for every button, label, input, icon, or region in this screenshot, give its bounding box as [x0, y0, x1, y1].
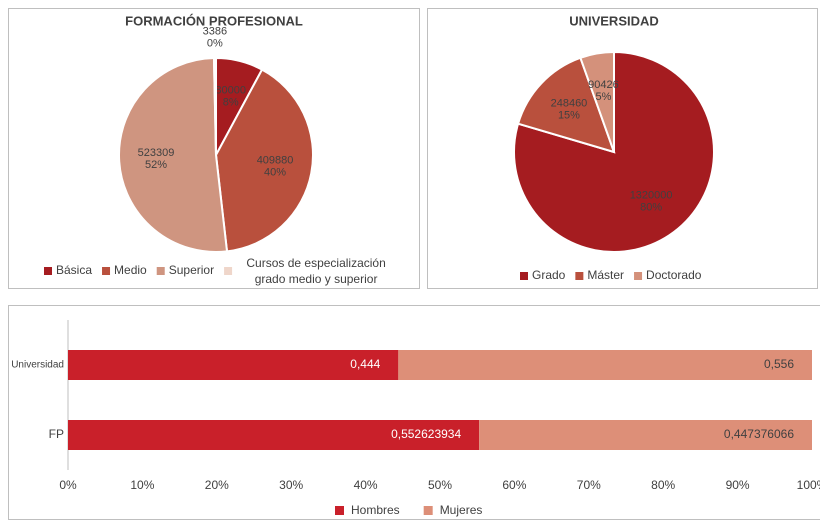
data-label: 52%: [145, 159, 167, 171]
x-tick-label: 40%: [354, 478, 378, 492]
pie-slice: [516, 56, 616, 154]
chart-title: UNIVERSIDAD: [569, 13, 659, 28]
data-label: 8%: [223, 97, 239, 109]
legend-label: Medio: [114, 263, 147, 277]
x-tick-label: 90%: [726, 478, 750, 492]
legend-swatch: [634, 272, 643, 280]
legend-label: Mujeres: [440, 503, 483, 517]
panel: [427, 8, 818, 289]
legend-swatch: [156, 267, 165, 275]
data-label: 0,552623934: [391, 427, 461, 441]
chart-title: FORMACIÓN PROFESIONAL: [125, 13, 303, 28]
legend-swatch: [520, 272, 528, 280]
bar: [68, 350, 399, 380]
data-label: 3386: [203, 25, 227, 37]
y-tick-label: FP: [49, 427, 64, 441]
legend-label: Básica: [56, 263, 92, 277]
x-tick-label: 50%: [428, 478, 452, 492]
legend-swatch: [44, 267, 52, 275]
legend-swatch: [575, 272, 584, 280]
data-label: 409880: [257, 154, 294, 166]
legend-label: Hombres: [351, 503, 400, 517]
data-label: 0,447376066: [724, 427, 794, 441]
data-label: 523309: [138, 147, 175, 159]
x-tick-label: 100%: [797, 478, 820, 492]
legend-label: Máster: [587, 268, 624, 282]
x-tick-label: 70%: [577, 478, 601, 492]
bar: [68, 420, 480, 450]
legend-swatch: [224, 267, 233, 275]
data-label: 0,444: [350, 357, 380, 371]
legend-swatch: [102, 267, 111, 275]
legend-label: Superior: [169, 263, 214, 277]
x-tick-label: 80%: [651, 478, 675, 492]
panel: [8, 8, 420, 289]
data-label: 5%: [595, 91, 611, 103]
x-tick-label: 30%: [279, 478, 303, 492]
data-label: 0%: [207, 37, 223, 49]
x-tick-label: 10%: [130, 478, 154, 492]
pie-slice: [579, 50, 615, 153]
legend-label: Cursos de especialización grado medio y …: [246, 256, 386, 286]
legend-label: Cursos de especialización grado medio y …: [246, 256, 386, 286]
legend-swatch: [335, 506, 344, 515]
data-label: 15%: [558, 109, 580, 121]
legend-swatch: [423, 506, 433, 515]
legend-label: Doctorado: [646, 268, 702, 282]
data-label: 80%: [640, 202, 662, 214]
data-label: 40%: [264, 166, 286, 178]
y-tick-label: Universidad: [11, 360, 64, 371]
data-label: 80000: [215, 85, 246, 97]
data-label: 0,556: [764, 357, 794, 371]
data-label: 248460: [551, 97, 588, 109]
x-tick-label: 20%: [205, 478, 229, 492]
x-tick-label: 60%: [502, 478, 526, 492]
legend-label: Grado: [532, 268, 566, 282]
x-tick-label: 0%: [59, 478, 77, 492]
data-label: 90426: [588, 79, 619, 91]
pie-slice: [214, 68, 314, 253]
panel: [8, 305, 820, 520]
pie-slice: [212, 56, 217, 156]
data-label: 1320000: [630, 190, 673, 202]
bar: [479, 420, 812, 450]
pie-slice: [118, 56, 229, 253]
bar: [398, 350, 812, 380]
